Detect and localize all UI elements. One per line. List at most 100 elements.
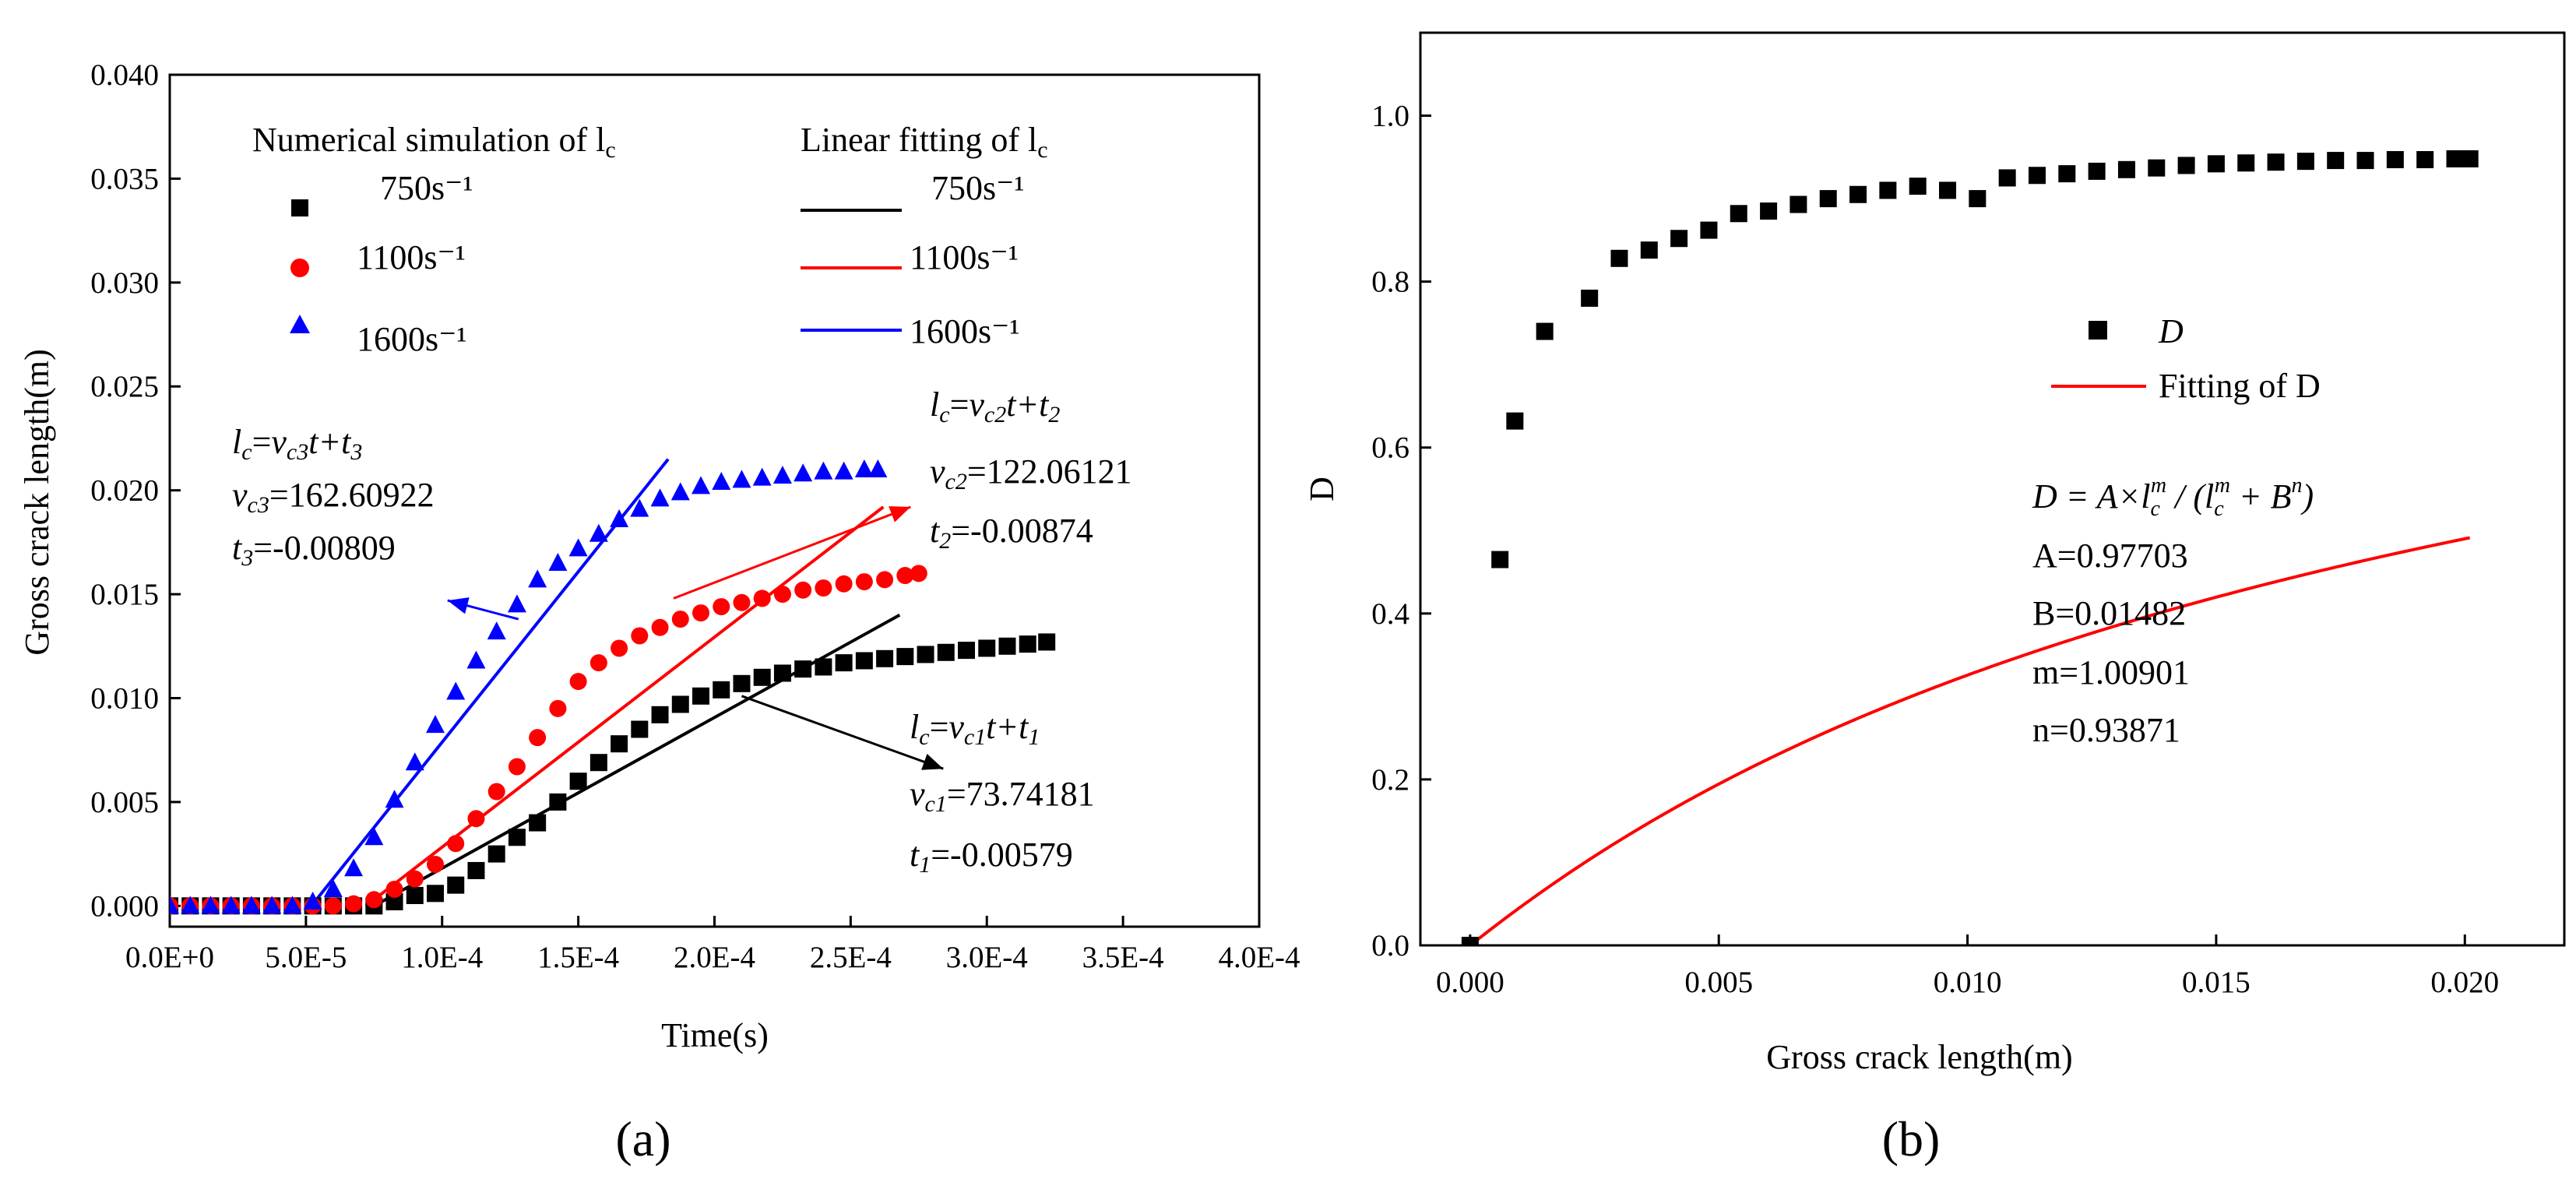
data-point-series-1 xyxy=(713,598,730,616)
panel-label-a: (a) xyxy=(615,1111,670,1167)
chart-a-xlabel: Time(s) xyxy=(661,1016,769,1054)
data-point-series-2 xyxy=(772,465,792,484)
data-point-series-1 xyxy=(815,579,832,597)
data-point-series-2 xyxy=(446,681,466,700)
fit-line-0 xyxy=(373,614,901,908)
data-point-series-0 xyxy=(467,861,485,879)
data-point-D xyxy=(1536,322,1554,340)
data-point-series-1 xyxy=(692,604,710,622)
data-point-series-1 xyxy=(611,639,628,657)
data-point-series-2 xyxy=(854,459,874,477)
data-point-series-0 xyxy=(794,660,812,678)
data-point-series-0 xyxy=(958,642,976,660)
data-point-series-1 xyxy=(876,571,894,589)
chart-a-ytick-label: 0.020 xyxy=(90,474,159,508)
chart-b-xtick-label: 0.000 xyxy=(1436,966,1504,999)
chart-a-ytick-label: 0.005 xyxy=(90,786,159,819)
chart-b-xtick-label: 0.020 xyxy=(2430,966,2499,999)
data-point-series-1 xyxy=(896,567,914,585)
data-point-series-2 xyxy=(344,858,364,877)
data-point-D xyxy=(1491,551,1509,568)
chart-a-xtick-label: 2.0E-4 xyxy=(674,941,755,974)
data-point-series-1 xyxy=(467,810,485,828)
data-point-series-0 xyxy=(998,637,1016,655)
data-point-series-2 xyxy=(262,896,282,914)
data-point-D xyxy=(1730,205,1747,223)
data-point-series-1 xyxy=(324,897,342,915)
data-point-series-1 xyxy=(508,758,526,776)
data-point-series-0 xyxy=(978,639,996,657)
data-point-series-2 xyxy=(814,461,833,480)
data-point-D xyxy=(2237,154,2255,172)
data-point-series-0 xyxy=(385,892,403,910)
chart-b: 0.000 0.005 0.010 0.015 0.020 0.0 0.2 0.4 0.6 0.8… xyxy=(1303,31,2566,1167)
data-point-D xyxy=(1610,249,1628,267)
data-point-series-2 xyxy=(283,896,302,914)
data-point-D xyxy=(1640,241,1658,259)
data-point-series-2 xyxy=(630,498,649,517)
data-point-series-2 xyxy=(426,715,445,734)
data-point-series-0 xyxy=(427,885,445,903)
panel-label-b: (b) xyxy=(1882,1111,1941,1167)
data-point-series-2 xyxy=(466,650,486,669)
data-point-series-1 xyxy=(773,586,791,604)
data-point-series-1 xyxy=(385,880,403,898)
annotation-arrowhead-2 xyxy=(921,754,944,770)
data-point-series-0 xyxy=(753,668,771,686)
data-point-series-0 xyxy=(549,793,567,811)
chart-b-ytick-label: 0.2 xyxy=(1371,763,1409,797)
data-point-series-1 xyxy=(427,855,445,873)
data-point-series-1 xyxy=(589,654,607,672)
data-point-D xyxy=(1998,169,2016,187)
annotation-1100-velocity: vc2=122.06121 xyxy=(930,452,1132,494)
legend-title-simulation: Numerical simulation of lc xyxy=(252,121,616,163)
data-point-series-0 xyxy=(896,648,914,666)
chart-a-xtick-label: 3.0E-4 xyxy=(946,941,1028,974)
data-point-series-1 xyxy=(487,783,505,801)
legend-fit-label-1600: 1600s⁻¹ xyxy=(910,312,1020,350)
data-point-series-0 xyxy=(815,658,832,676)
data-point-D xyxy=(2327,152,2345,170)
chart-a-xtick-label: 0.0E+0 xyxy=(125,941,214,974)
data-point-series-2 xyxy=(487,621,506,640)
data-point-series-1 xyxy=(549,699,567,717)
annotation-1600-equation: lc=vc3t+t3 xyxy=(232,423,362,465)
data-point-D xyxy=(1939,181,1957,199)
data-point-series-1 xyxy=(671,611,689,628)
data-point-series-1 xyxy=(365,891,383,909)
annotation-arrow-2 xyxy=(741,695,944,770)
chart-b-ytick-label: 0.6 xyxy=(1371,431,1409,465)
data-point-series-1 xyxy=(651,618,669,636)
data-point-D xyxy=(2386,151,2404,169)
data-point-series-2 xyxy=(221,896,241,914)
chart-a-xtick-label: 5.0E-5 xyxy=(265,941,347,974)
data-point-series-0 xyxy=(1038,633,1056,651)
data-point-series-0 xyxy=(487,845,505,863)
data-point-series-0 xyxy=(917,646,934,663)
data-point-D xyxy=(1506,412,1524,430)
chart-b-xtick-label: 0.010 xyxy=(1934,966,2002,999)
chart-a-ytick-label: 0.000 xyxy=(90,889,159,923)
data-point-series-2 xyxy=(868,459,888,477)
legend-label-fitting: Fitting of D xyxy=(2159,367,2321,405)
data-point-D xyxy=(2356,152,2374,170)
data-point-D xyxy=(2446,150,2464,167)
data-point-series-0 xyxy=(692,687,710,705)
legend-marker-D xyxy=(2089,321,2107,340)
data-point-D xyxy=(1819,190,1837,208)
chart-b-ytick-label: 1.0 xyxy=(1371,100,1409,133)
data-point-series-2 xyxy=(834,461,853,480)
fit-param-n: n=0.93871 xyxy=(2032,711,2180,749)
data-point-D xyxy=(2148,159,2166,177)
annotation-1100-equation: lc=vc2t+t2 xyxy=(930,385,1060,428)
data-point-series-2 xyxy=(568,538,588,557)
chart-a-xtick-label: 1.5E-4 xyxy=(537,941,619,974)
chart-a-ytick-label: 0.025 xyxy=(90,370,159,403)
data-point-series-2 xyxy=(364,827,384,846)
data-point-series-0 xyxy=(1019,635,1036,653)
data-point-series-2 xyxy=(610,509,629,528)
data-point-series-0 xyxy=(835,654,853,672)
data-point-series-1 xyxy=(835,575,853,593)
data-point-series-2 xyxy=(732,470,751,488)
